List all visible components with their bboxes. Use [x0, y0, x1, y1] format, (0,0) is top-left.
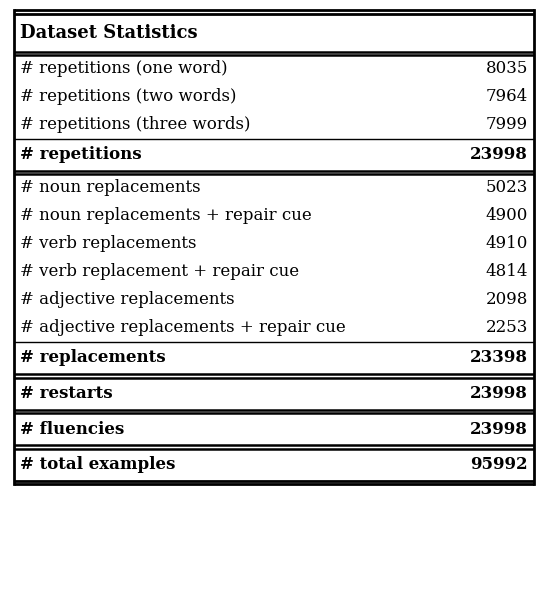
Text: # repetitions (three words): # repetitions (three words)	[20, 116, 250, 133]
Text: 2098: 2098	[486, 291, 528, 308]
Text: 7964: 7964	[486, 88, 528, 105]
Text: 23998: 23998	[470, 385, 528, 402]
Text: 23998: 23998	[470, 146, 528, 163]
Text: 23998: 23998	[470, 421, 528, 438]
Text: Dataset Statistics: Dataset Statistics	[20, 23, 198, 42]
Text: 2253: 2253	[486, 320, 528, 337]
Text: # repetitions (two words): # repetitions (two words)	[20, 88, 237, 105]
Text: # repetitions (one word): # repetitions (one word)	[20, 60, 227, 77]
Text: # verb replacement + repair cue: # verb replacement + repair cue	[20, 264, 299, 281]
Text: 95992: 95992	[470, 456, 528, 473]
Text: # total examples: # total examples	[20, 456, 175, 473]
Text: 5023: 5023	[486, 179, 528, 196]
Text: 4900: 4900	[486, 208, 528, 225]
Text: 23398: 23398	[470, 350, 528, 367]
Text: # noun replacements + repair cue: # noun replacements + repair cue	[20, 208, 312, 225]
Text: 7999: 7999	[486, 116, 528, 133]
Text: # restarts: # restarts	[20, 385, 113, 402]
Text: # repetitions: # repetitions	[20, 146, 141, 163]
Text: 4910: 4910	[486, 235, 528, 252]
Text: # fluencies: # fluencies	[20, 421, 124, 438]
Text: # verb replacements: # verb replacements	[20, 235, 197, 252]
Text: 8035: 8035	[486, 60, 528, 77]
Text: # adjective replacements + repair cue: # adjective replacements + repair cue	[20, 320, 346, 337]
Text: # replacements: # replacements	[20, 350, 165, 367]
Text: # adjective replacements: # adjective replacements	[20, 291, 235, 308]
Text: # noun replacements: # noun replacements	[20, 179, 201, 196]
Text: 4814: 4814	[486, 264, 528, 281]
